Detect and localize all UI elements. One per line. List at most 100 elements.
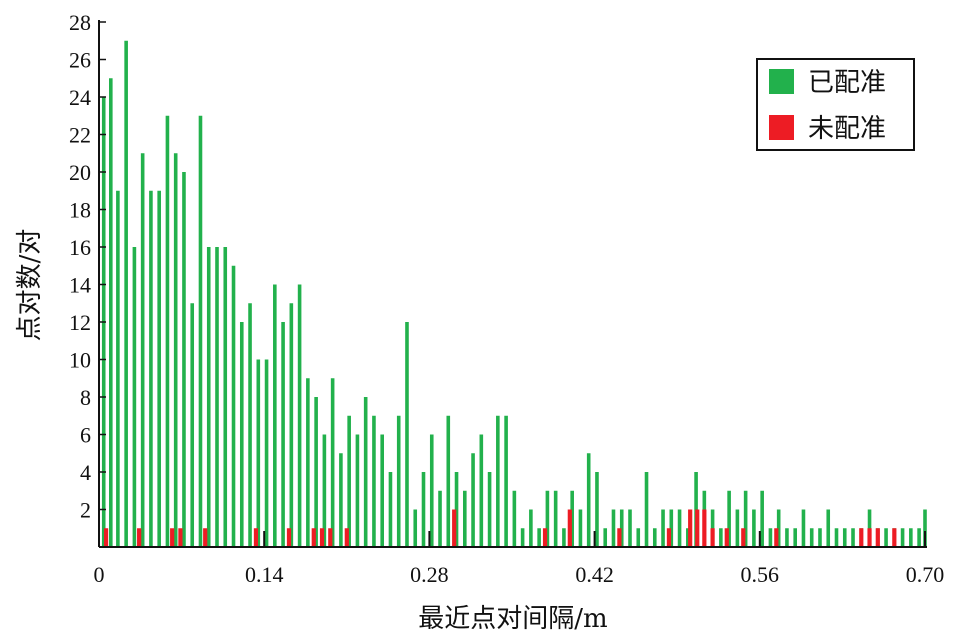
y-tick-label: 10 xyxy=(69,348,91,373)
bar-registered-42 xyxy=(446,415,451,547)
bar-unregistered-5 xyxy=(253,528,259,547)
bar-registered-64 xyxy=(628,509,632,547)
bar-registered-98 xyxy=(909,528,913,547)
bar-unregistered-26 xyxy=(892,528,897,547)
bar-unregistered-0 xyxy=(103,528,109,547)
bar-registered-3 xyxy=(124,40,128,547)
axes xyxy=(98,20,927,548)
bar-registered-2 xyxy=(116,190,120,547)
bar-registered-13 xyxy=(206,247,211,547)
bar-registered-60 xyxy=(595,472,599,547)
legend-label-registered: 已配准 xyxy=(808,68,886,98)
bar-registered-35 xyxy=(388,472,393,547)
bar-registered-82 xyxy=(776,509,781,547)
bar-unregistered-8 xyxy=(319,528,325,547)
x-tick-label: 0.56 xyxy=(741,562,780,587)
y-tick-label: 24 xyxy=(69,85,91,110)
bar-registered-57 xyxy=(570,490,574,547)
y-tick-label: 4 xyxy=(80,460,91,485)
y-tick-label: 2 xyxy=(80,498,91,523)
bar-registered-25 xyxy=(306,378,310,547)
bar-registered-47 xyxy=(487,472,492,547)
bar-registered-44 xyxy=(463,490,467,547)
bar-registered-8 xyxy=(165,115,170,547)
bar-unregistered-11 xyxy=(452,509,457,547)
bar-registered-19 xyxy=(256,359,261,547)
y-tick-label: 18 xyxy=(69,198,91,223)
bar-registered-31 xyxy=(355,434,360,547)
bar-registered-37 xyxy=(405,322,409,547)
y-tick-label: 20 xyxy=(69,160,91,185)
bar-unregistered-15 xyxy=(666,528,672,547)
bar-registered-65 xyxy=(636,528,641,547)
bar-registered-45 xyxy=(471,453,475,547)
bar-registered-84 xyxy=(793,528,797,547)
bar-registered-33 xyxy=(372,415,376,547)
bar-unregistered-16 xyxy=(688,509,693,547)
bar-registered-76 xyxy=(727,490,731,547)
bar-registered-49 xyxy=(504,415,508,547)
bar-registered-53 xyxy=(537,528,541,547)
legend-swatch-unregistered xyxy=(769,115,794,140)
x-tick-label: 0.70 xyxy=(906,562,945,587)
bar-unregistered-9 xyxy=(328,528,333,547)
bar-registered-20 xyxy=(264,359,269,547)
bar-unregistered-21 xyxy=(741,528,746,547)
bar-registered-71 xyxy=(686,528,690,547)
bar-unregistered-6 xyxy=(286,528,292,547)
series-unregistered xyxy=(103,509,897,547)
bar-unregistered-10 xyxy=(344,528,349,547)
bar-registered-80 xyxy=(760,490,764,547)
bar-unregistered-19 xyxy=(710,528,715,547)
bar-registered-87 xyxy=(818,528,822,547)
bar-registered-56 xyxy=(562,528,566,547)
bar-registered-100 xyxy=(923,509,927,547)
y-tick-label: 12 xyxy=(69,310,91,335)
bar-registered-59 xyxy=(586,453,591,547)
y-tick-label: 28 xyxy=(69,10,91,35)
bar-registered-41 xyxy=(438,490,442,547)
bar-registered-86 xyxy=(809,528,814,547)
bar-registered-67 xyxy=(652,528,657,547)
bar-registered-24 xyxy=(297,284,302,547)
bar-registered-43 xyxy=(454,472,459,547)
bar-registered-83 xyxy=(785,528,789,547)
bar-registered-63 xyxy=(619,509,624,547)
bar-registered-6 xyxy=(149,190,153,547)
bar-unregistered-23 xyxy=(859,528,864,547)
x-tick-label: 0 xyxy=(94,562,105,587)
legend-swatch-registered xyxy=(769,69,794,94)
bar-unregistered-13 xyxy=(567,509,572,547)
y-tick-label: 26 xyxy=(69,48,91,73)
bar-unregistered-2 xyxy=(170,528,175,547)
bar-registered-46 xyxy=(479,434,484,547)
bar-registered-91 xyxy=(851,528,855,547)
bar-registered-77 xyxy=(735,509,740,547)
bar-registered-40 xyxy=(429,434,434,547)
bar-registered-99 xyxy=(917,528,921,547)
bar-unregistered-3 xyxy=(178,528,183,547)
bar-registered-70 xyxy=(677,509,682,547)
series-registered xyxy=(101,40,927,547)
bar-registered-62 xyxy=(611,509,616,547)
bar-registered-79 xyxy=(752,509,756,547)
bar-registered-16 xyxy=(231,265,236,547)
bar-registered-5 xyxy=(140,153,145,547)
bar-registered-27 xyxy=(322,434,327,547)
bar-registered-68 xyxy=(661,509,665,547)
x-tick-label: 0.28 xyxy=(410,562,449,587)
y-tick-label: 14 xyxy=(69,273,91,298)
bar-registered-29 xyxy=(339,453,343,547)
bar-registered-48 xyxy=(496,415,500,547)
bar-unregistered-22 xyxy=(774,528,779,547)
bar-registered-39 xyxy=(421,472,426,547)
y-tick-label: 16 xyxy=(69,235,91,260)
y-tick-label: 8 xyxy=(80,385,91,410)
bar-registered-28 xyxy=(330,378,335,547)
bar-unregistered-7 xyxy=(311,528,316,547)
bar-registered-11 xyxy=(190,303,195,547)
bar-registered-75 xyxy=(719,528,723,547)
bar-registered-22 xyxy=(281,322,285,547)
